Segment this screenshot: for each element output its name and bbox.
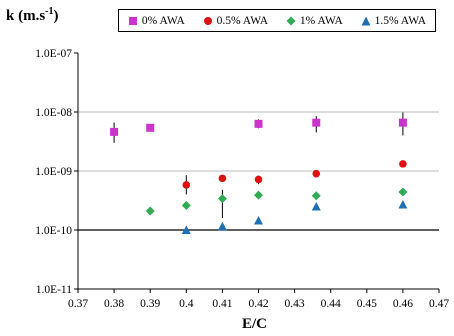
data-point-diamond bbox=[254, 190, 263, 200]
y-axis-label: k (m.s-1) bbox=[6, 6, 59, 25]
data-point-circle bbox=[254, 175, 263, 184]
x-tick-label: 0.43 bbox=[285, 298, 305, 310]
data-point-square bbox=[110, 127, 119, 136]
data-point-diamond bbox=[311, 191, 321, 201]
y-tick-label: 1.0E-11 bbox=[36, 284, 73, 296]
legend-label-1-5pct: 1.5% AWA bbox=[374, 14, 427, 27]
x-tick-label: 0.46 bbox=[393, 298, 413, 310]
x-tick-label: 0.41 bbox=[212, 298, 232, 310]
data-point-diamond bbox=[181, 201, 191, 211]
data-point-circle bbox=[182, 181, 191, 189]
data-point-triangle bbox=[311, 202, 321, 211]
y-tick-label: 1.0E-07 bbox=[35, 48, 72, 60]
legend-label-0-5pct: 0.5% AWA bbox=[216, 14, 269, 27]
x-tick-label: 0.39 bbox=[140, 298, 160, 310]
y-axis-label-close: ) bbox=[53, 8, 59, 24]
legend-item-1-5pct: 1.5% AWA bbox=[361, 15, 426, 27]
data-point-triangle bbox=[181, 225, 191, 234]
data-point-diamond bbox=[217, 194, 227, 204]
x-tick-label: 0.37 bbox=[68, 298, 88, 310]
data-point-circle bbox=[218, 174, 227, 183]
y-axis-label-base: k (m.s bbox=[6, 8, 46, 24]
x-tick-label: 0.45 bbox=[357, 298, 377, 310]
x-axis-label: E/C bbox=[242, 316, 268, 332]
square-marker-icon bbox=[128, 16, 137, 25]
data-point-diamond bbox=[398, 187, 408, 197]
data-point-square bbox=[312, 118, 321, 127]
x-tick-label: 0.44 bbox=[321, 298, 341, 310]
diamond-marker-icon bbox=[286, 16, 296, 25]
legend-label-1pct: 1% AWA bbox=[299, 14, 343, 27]
y-tick-label: 1.0E-10 bbox=[35, 225, 72, 237]
data-point-circle bbox=[312, 169, 321, 178]
y-axis-label-exponent: -1 bbox=[45, 6, 54, 17]
x-tick-label: 0.47 bbox=[429, 298, 449, 310]
data-point-triangle bbox=[254, 215, 263, 225]
y-tick-label: 1.0E-09 bbox=[35, 166, 72, 178]
data-point-square bbox=[146, 123, 155, 132]
legend-item-1pct: 1% AWA bbox=[286, 15, 343, 27]
data-point-square bbox=[398, 118, 407, 127]
data-point-triangle bbox=[217, 221, 227, 231]
data-point-diamond bbox=[145, 206, 155, 216]
legend-item-0-5pct: 0.5% AWA bbox=[203, 15, 268, 27]
legend-item-0pct: 0% AWA bbox=[128, 15, 185, 27]
circle-marker-icon bbox=[203, 16, 212, 25]
data-point-triangle bbox=[398, 200, 408, 209]
triangle-marker-icon bbox=[361, 16, 371, 25]
x-tick-label: 0.42 bbox=[248, 298, 268, 310]
legend-label-0pct: 0% AWA bbox=[141, 14, 185, 27]
data-point-square bbox=[254, 119, 263, 128]
data-point-circle bbox=[399, 160, 407, 168]
y-tick-label: 1.0E-08 bbox=[35, 107, 72, 119]
x-tick-label: 0.38 bbox=[104, 298, 124, 310]
x-tick-label: 0.4 bbox=[179, 298, 194, 310]
legend: 0% AWA 0.5% AWA 1% AWA 1.5% AWA bbox=[118, 9, 436, 32]
